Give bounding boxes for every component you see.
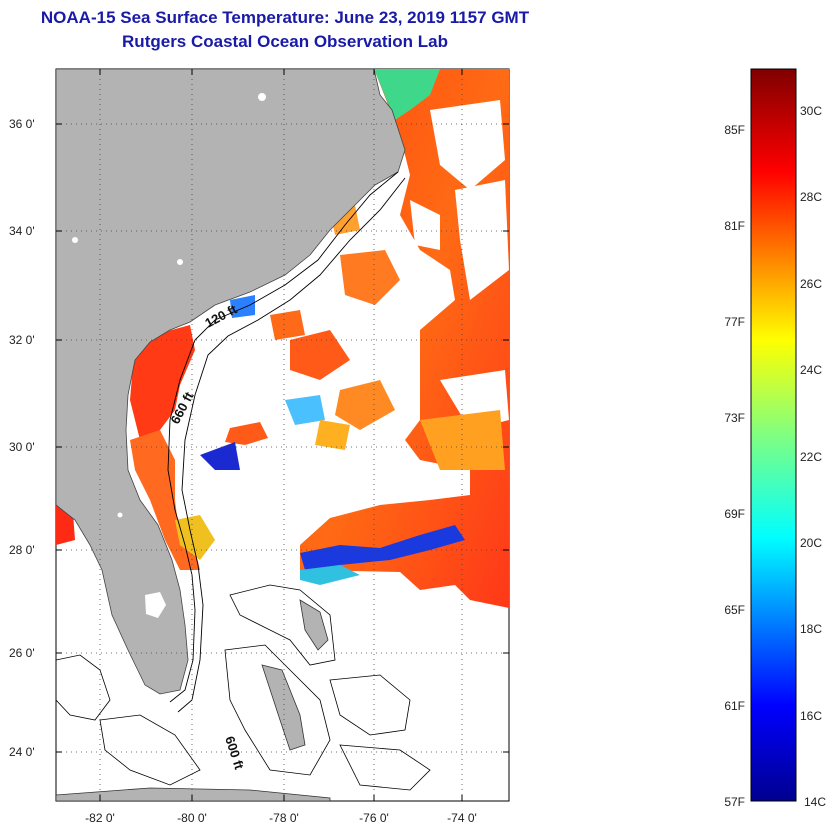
contour-gulf bbox=[56, 654, 111, 721]
sst-patch bbox=[290, 330, 350, 380]
lat-label: 30 0' bbox=[9, 440, 35, 454]
contour-bahamas bbox=[339, 744, 431, 791]
colorbar-label-f: 81F bbox=[724, 219, 745, 233]
land-cuba bbox=[56, 787, 331, 801]
lat-label: 36 0' bbox=[9, 117, 35, 131]
colorbar-label-c: 14C bbox=[804, 795, 826, 809]
colorbar-label-c: 26C bbox=[800, 277, 822, 291]
colorbar-label-f: 65F bbox=[724, 603, 745, 617]
sst-shelf-cool bbox=[175, 515, 215, 560]
sst-cold-band bbox=[300, 565, 360, 585]
cloud-gap bbox=[430, 100, 505, 190]
sst-shelf-warm bbox=[130, 430, 200, 570]
lat-label: 26 0' bbox=[9, 646, 35, 660]
sst-patch bbox=[270, 310, 305, 340]
colorbar-label-c: 22C bbox=[800, 450, 822, 464]
sst-patch bbox=[335, 380, 395, 430]
lake bbox=[72, 237, 78, 243]
lake bbox=[258, 93, 266, 101]
sst-eddy-cold bbox=[200, 442, 240, 470]
sst-cool-plume bbox=[374, 69, 440, 120]
sst-cold-band bbox=[300, 525, 465, 570]
sst-eddy bbox=[225, 422, 268, 445]
map-subtitle: Rutgers Coastal Ocean Observation Lab bbox=[122, 32, 448, 51]
lon-label: -74 0' bbox=[447, 811, 477, 825]
colorbar-label-f: 61F bbox=[724, 699, 745, 713]
lon-label: -78 0' bbox=[269, 811, 299, 825]
colorbar-label-f: 73F bbox=[724, 411, 745, 425]
colorbar-label-c: 30C bbox=[800, 104, 822, 118]
cloud-gap bbox=[410, 200, 440, 250]
colorbar-label-c: 18C bbox=[800, 622, 822, 636]
lake-okeechobee bbox=[145, 592, 166, 618]
colorbar-label-f: 57F bbox=[724, 795, 745, 809]
axis-ticks bbox=[56, 69, 509, 801]
lon-label: -82 0' bbox=[85, 811, 115, 825]
lon-label: -80 0' bbox=[177, 811, 207, 825]
lake bbox=[177, 259, 183, 265]
colorbar-label-c: 28C bbox=[800, 190, 822, 204]
land-bahamas bbox=[261, 664, 306, 751]
colorbar-label-c: 24C bbox=[800, 363, 822, 377]
sst-shelf-warm bbox=[130, 325, 195, 440]
lat-label: 24 0' bbox=[9, 745, 35, 759]
colorbar bbox=[750, 68, 797, 802]
sst-patch bbox=[285, 395, 325, 425]
contour-660ft bbox=[177, 177, 406, 713]
contour-keys bbox=[99, 714, 201, 786]
colorbar-label-f: 85F bbox=[724, 123, 745, 137]
lat-label: 28 0' bbox=[9, 543, 35, 557]
cloud-gap bbox=[455, 180, 509, 300]
sst-patch bbox=[315, 420, 350, 450]
lon-label: -76 0' bbox=[359, 811, 389, 825]
contour-bahamas bbox=[329, 674, 411, 736]
graticule bbox=[56, 69, 509, 801]
lake bbox=[117, 512, 123, 518]
sst-patch bbox=[340, 250, 400, 305]
sst-patch bbox=[230, 295, 255, 318]
lat-label: 32 0' bbox=[9, 333, 35, 347]
contour-bahamas bbox=[229, 584, 336, 666]
sst-mid-patch bbox=[420, 410, 505, 470]
colorbar-label-f: 77F bbox=[724, 315, 745, 329]
land-us-mainland bbox=[56, 69, 406, 695]
land-bahamas bbox=[299, 599, 329, 651]
lat-label: 34 0' bbox=[9, 224, 35, 238]
contour-bahamas bbox=[224, 644, 331, 776]
map-title: NOAA-15 Sea Surface Temperature: June 23… bbox=[40, 8, 530, 27]
colorbar-label-c: 16C bbox=[800, 709, 822, 723]
contour-120ft bbox=[167, 171, 399, 703]
colorbar-label-f: 69F bbox=[724, 507, 745, 521]
colorbar-label-c: 20C bbox=[800, 536, 822, 550]
